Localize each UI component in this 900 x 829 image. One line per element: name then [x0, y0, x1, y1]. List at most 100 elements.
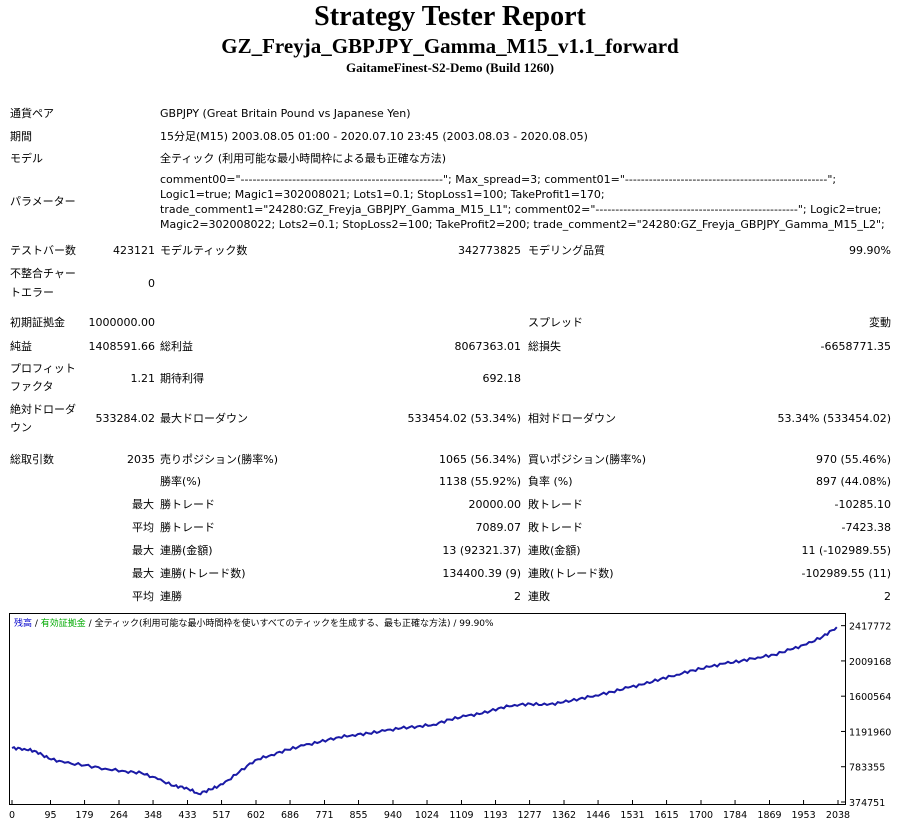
- x-tick-label: 1362: [552, 810, 576, 821]
- max-prefix: 最大: [132, 498, 154, 511]
- bars-value: 423121: [113, 244, 155, 257]
- avg-prefix: 平均: [132, 521, 154, 534]
- abs-drawdown-value: 533284.02: [95, 412, 156, 425]
- profit-factor-value: 1.21: [130, 372, 156, 385]
- abs-drawdown-label: 絶対ドローダ: [10, 403, 76, 416]
- net-profit-label: 純益: [10, 340, 32, 353]
- period-label: 期間: [10, 130, 32, 143]
- avg-loss-label: 敗トレード: [528, 521, 583, 534]
- ea-name: GZ_Freyja_GBPJPY_Gamma_M15_v1.1_forward: [221, 34, 679, 58]
- bars-label: テストバー数: [10, 244, 76, 257]
- spread-value: 変動: [869, 316, 891, 329]
- y-tick-label: 2417772: [849, 622, 891, 633]
- legend-equity: 有効証拠金: [40, 619, 86, 629]
- ticks-value: 342773825: [458, 244, 521, 257]
- deposit-value: 1000000.00: [88, 316, 155, 329]
- params-label: パラメーター: [10, 195, 76, 208]
- params-block: comment00="-----------------------------…: [160, 172, 890, 232]
- x-tick-label: 1869: [757, 810, 781, 821]
- x-tick-label: 264: [110, 810, 128, 821]
- x-tick-label: 686: [281, 810, 299, 821]
- max-prefix: 最大: [132, 544, 154, 557]
- x-tick-label: 1024: [415, 810, 439, 821]
- legend-balance: 残高: [14, 619, 33, 629]
- x-tick-label: 517: [212, 810, 230, 821]
- x-tick-label: 1277: [517, 810, 541, 821]
- ticks-label: モデルティック数: [160, 244, 248, 257]
- profit-factor-label-2: ファクタ: [10, 380, 54, 393]
- y-tick-label: 2009168: [849, 657, 891, 668]
- rel-drawdown-label: 相対ドローダウン: [528, 412, 616, 425]
- x-tick-label: 1615: [654, 810, 678, 821]
- x-tick-label: 855: [349, 810, 367, 821]
- abs-drawdown-label-2: ウン: [10, 421, 32, 434]
- legend-model-info: 全ティック(利用可能な最小時間枠を使いすべてのティックを生成する、最も正確な方法…: [94, 619, 494, 629]
- x-tick-label: 940: [384, 810, 402, 821]
- balance-line: [11, 626, 838, 796]
- quality-label: モデリング品質: [528, 244, 605, 257]
- max-consec-loss-amt-label: 連敗(金額): [528, 544, 581, 557]
- avg-consec-loss-label: 連敗: [528, 590, 550, 603]
- x-tick-label: 1193: [483, 810, 507, 821]
- max-consec-win-amt-value: 13 (92321.37): [442, 544, 521, 557]
- symbol-value: GBPJPY (Great Britain Pound vs Japanese …: [160, 107, 411, 120]
- quality-value: 99.90%: [849, 244, 891, 257]
- avg-consec-win-label: 連勝: [160, 590, 182, 603]
- x-tick-label: 771: [315, 810, 333, 821]
- spread-label: スプレッド: [528, 316, 583, 329]
- mismatch-label: 不整合チャー: [10, 267, 76, 280]
- largest-win-value: 20000.00: [468, 498, 522, 511]
- rel-drawdown-value: 53.34% (533454.02): [777, 412, 891, 425]
- long-positions-value: 970 (55.46%): [815, 453, 891, 466]
- loss-rate-value: 897 (44.08%): [815, 475, 891, 488]
- x-tick-label: 1109: [449, 810, 473, 821]
- gross-profit-value: 8067363.01: [454, 340, 521, 353]
- params-line: trade_comment1="24280:GZ_Freyja_GBPJPY_G…: [160, 203, 882, 216]
- win-rate-value: 1138 (55.92%): [438, 475, 521, 488]
- expected-payoff-value: 692.18: [482, 372, 522, 385]
- long-positions-label: 買いポジション(勝率%): [528, 453, 647, 466]
- period-value: 15分足(M15) 2003.08.05 01:00 - 2020.07.10 …: [160, 130, 588, 143]
- legend-separator: /: [32, 619, 41, 629]
- x-tick-label: 1446: [586, 810, 610, 821]
- avg-loss-value: -7423.38: [841, 521, 891, 534]
- chart-legend: 残高 / 有効証拠金 / 全ティック(利用可能な最小時間枠を使いすべてのティック…: [14, 616, 494, 629]
- mismatch-value: 0: [148, 277, 155, 290]
- x-tick-label: 1700: [689, 810, 713, 821]
- y-tick-label: 374751: [849, 798, 885, 809]
- avg-consec-loss-value: 2: [884, 590, 891, 603]
- y-tick-label: 1191960: [849, 727, 891, 738]
- total-trades-label: 総取引数: [10, 453, 54, 466]
- params-line: Logic1=true; Magic1=302008021; Lots1=0.1…: [160, 188, 605, 201]
- mismatch-label-2: トエラー: [10, 286, 54, 299]
- y-tick-label: 783355: [849, 763, 885, 774]
- server-name: GaitameFinest-S2-Demo (Build 1260): [346, 60, 554, 75]
- avg-win-label: 勝トレード: [160, 521, 215, 534]
- max-consec-loss-cnt-value: -102989.55 (11): [801, 567, 891, 580]
- max-consec-loss-amt-value: 11 (-102989.55): [801, 544, 891, 557]
- balance-chart: 0 95 179 264 348 433 517 602 686 771 855 940 1024 110…: [9, 613, 891, 821]
- deposit-label: 初期証拠金: [10, 316, 65, 329]
- gross-loss-label: 総損失: [528, 340, 561, 353]
- largest-win-label: 勝トレード: [160, 498, 215, 511]
- x-tick-label: 0: [9, 810, 15, 821]
- x-tick-label: 95: [44, 810, 56, 821]
- avg-consec-win-value: 2: [514, 590, 521, 603]
- x-tick-label: 2038: [826, 810, 850, 821]
- x-tick-label: 348: [144, 810, 162, 821]
- plot-frame: [9, 613, 846, 805]
- report-title: Strategy Tester Report: [314, 1, 586, 32]
- gross-profit-label: 総利益: [160, 340, 193, 353]
- y-tick-label: 1600564: [849, 692, 891, 703]
- max-drawdown-label: 最大ドローダウン: [160, 412, 248, 425]
- x-tick-label: 433: [178, 810, 196, 821]
- short-positions-value: 1065 (56.34%): [438, 453, 521, 466]
- legend-separator: /: [85, 619, 95, 629]
- max-prefix: 最大: [132, 567, 154, 580]
- max-consec-win-cnt-label: 連勝(トレード数): [160, 567, 246, 580]
- x-tick-label: 1784: [723, 810, 747, 821]
- model-value: 全ティック (利用可能な最小時間枠による最も正確な方法): [160, 152, 447, 165]
- short-positions-label: 売りポジション(勝率%): [160, 453, 279, 466]
- avg-win-value: 7089.07: [475, 521, 522, 534]
- avg-prefix: 平均: [132, 590, 154, 603]
